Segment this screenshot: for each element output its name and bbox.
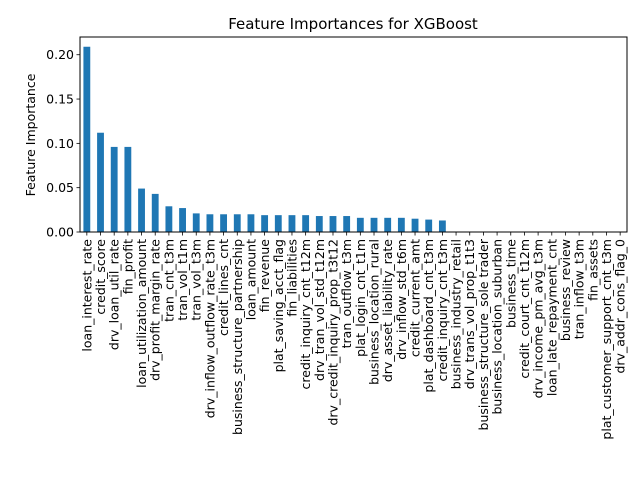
x-tick-label: credit_inquiry_cnt_t12m xyxy=(298,239,313,389)
x-tick-label: credit_inquiry_cnt_t3m xyxy=(435,239,450,381)
bar xyxy=(206,214,214,232)
bar xyxy=(110,146,118,232)
bar xyxy=(192,213,200,232)
x-tick-label: business_structure_partnership xyxy=(230,239,245,435)
x-tick-label: drv_income_pm_avg_t3m xyxy=(531,239,546,398)
x-axis: loan_interest_ratecredit_scoredrv_loan_u… xyxy=(79,232,628,440)
x-tick-label: drv_inflow_std_t6m xyxy=(394,239,409,360)
x-tick-label: drv_asset_liability_rate xyxy=(380,239,395,382)
x-tick-label: tran_cnt_t3m xyxy=(161,239,176,322)
x-tick-label: loan_utilization_amount xyxy=(134,239,149,388)
bar xyxy=(356,217,364,232)
y-tick-label: 0.05 xyxy=(46,180,74,195)
x-tick-label: tran_inflow_t3m xyxy=(572,239,587,339)
x-tick-label: drv_inflow_outflow_rate_t3m xyxy=(202,239,217,418)
bar xyxy=(83,46,91,232)
bar xyxy=(343,216,351,232)
x-tick-label: plat_saving_acct_flag xyxy=(271,239,286,372)
x-tick-label: tran_vol_t3m xyxy=(189,239,204,321)
x-tick-label: fin_revenue xyxy=(257,239,272,313)
x-tick-label: business_location_suburban xyxy=(490,239,505,415)
y-tick-label: 0.10 xyxy=(46,136,74,151)
bar xyxy=(233,214,241,232)
y-tick-label: 0.20 xyxy=(46,47,74,62)
bar xyxy=(397,217,405,232)
bar xyxy=(220,214,228,232)
x-tick-label: loan_late_repayment_cnt xyxy=(544,239,559,396)
x-tick-label: drv_trans_vol_prop_t1t3 xyxy=(462,239,477,389)
bars-group xyxy=(83,46,446,232)
x-tick-label: drv_tran_vol_std_t12m xyxy=(312,239,327,381)
x-tick-label: fin_liabilities xyxy=(284,239,299,317)
bar xyxy=(425,219,433,232)
x-tick-label: business_review xyxy=(558,239,573,341)
y-axis: 0.00 0.05 0.10 0.15 0.20 xyxy=(46,47,80,240)
x-tick-label: business_location_rural xyxy=(367,239,382,385)
bar xyxy=(315,216,323,232)
bar xyxy=(124,146,132,232)
x-tick-label: loan_interest_rate xyxy=(79,239,94,352)
x-tick-label: loan_amount xyxy=(243,239,258,320)
bar xyxy=(247,214,255,232)
x-tick-label: plat_customer_support_cnt_t3m xyxy=(599,239,614,440)
bar xyxy=(329,216,337,232)
x-tick-label: drv_addr_cons_flag_0 xyxy=(613,239,628,374)
bar xyxy=(138,188,145,232)
x-tick-label: plat_dashboard_cnt_t3m xyxy=(421,239,436,393)
y-tick-label: 0.00 xyxy=(46,225,74,240)
y-axis-label: Feature Importance xyxy=(23,73,38,196)
x-tick-label: credit_score xyxy=(93,239,108,315)
x-tick-label: credit_court_cnt_t12m xyxy=(517,239,532,379)
bar xyxy=(261,215,269,232)
bar xyxy=(179,208,186,232)
x-tick-label: credit_current_amt xyxy=(408,239,423,357)
x-tick-label: drv_profit_margin_rate xyxy=(148,239,163,381)
chart-title: Feature Importances for XGBoost xyxy=(228,15,478,33)
bar xyxy=(438,220,446,232)
x-tick-label: tran_vol_t1m xyxy=(175,239,190,321)
bar xyxy=(384,217,392,232)
x-tick-label: drv_loan_util_rate xyxy=(107,239,122,350)
x-tick-label: business_industry_retail xyxy=(449,239,464,389)
x-tick-label: credit_lines_cnt xyxy=(216,239,231,336)
bar xyxy=(151,193,159,232)
bar xyxy=(370,217,378,232)
bar xyxy=(288,215,296,232)
x-tick-label: fin_profit xyxy=(120,239,135,294)
y-tick-label: 0.15 xyxy=(46,92,74,107)
bar xyxy=(97,132,104,232)
x-tick-label: tran_outflow_t3m xyxy=(339,239,354,348)
plot-frame xyxy=(79,36,628,233)
x-tick-label: business_structure_sole trader xyxy=(476,238,491,430)
x-tick-label: business_time xyxy=(503,239,518,328)
bar xyxy=(302,215,310,232)
x-tick-label: plat_login_cnt_t1m xyxy=(353,239,368,357)
bar xyxy=(274,215,282,232)
x-tick-label: drv_credit_inquiry_prop_t3t12 xyxy=(325,239,340,426)
x-tick-label: fin_assets xyxy=(585,239,600,301)
bar xyxy=(411,218,419,232)
bar xyxy=(165,206,173,232)
